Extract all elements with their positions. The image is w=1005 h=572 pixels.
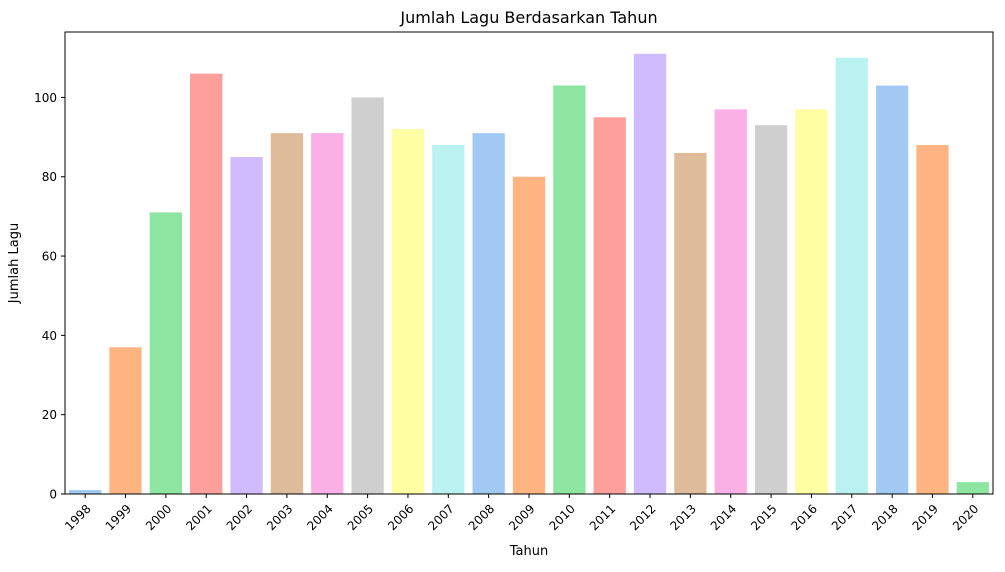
bar-2007 [432, 145, 465, 494]
x-tick-label: 2000 [143, 502, 174, 533]
bar-2017 [835, 57, 868, 494]
bar-2014 [714, 109, 747, 494]
x-tick-label: 2009 [506, 502, 537, 533]
y-tick-label: 40 [42, 329, 57, 343]
bar-1998 [69, 490, 102, 494]
bar-2011 [593, 117, 626, 494]
chart-title: Jumlah Lagu Berdasarkan Tahun [399, 8, 657, 27]
y-tick-label: 80 [42, 170, 57, 184]
bar-2005 [351, 97, 384, 495]
bar-2019 [916, 145, 949, 494]
bar-2000 [149, 212, 183, 494]
x-tick-label: 2016 [789, 502, 820, 533]
x-tick-label: 2003 [264, 502, 295, 533]
x-tick-label: 2012 [627, 502, 658, 533]
y-tick-label: 60 [42, 250, 57, 264]
x-tick-label: 2010 [546, 502, 577, 533]
x-tick-label: 2001 [183, 502, 214, 533]
bar-2010 [553, 85, 586, 494]
bar-2006 [391, 129, 425, 494]
axes-frame [64, 31, 994, 495]
bar-2020 [956, 482, 989, 494]
y-axis-label: Jumlah Lagu [7, 223, 22, 304]
x-tick-label: 2004 [304, 502, 335, 533]
x-tick-label: 1998 [62, 502, 93, 533]
x-tick-label: 2005 [345, 502, 376, 533]
bar-2016 [795, 109, 828, 494]
y-tick-label: 0 [49, 488, 57, 502]
x-tick-label: 2020 [950, 502, 981, 533]
x-tick-label: 2013 [667, 502, 698, 533]
bar-2012 [633, 53, 667, 495]
y-tick-label: 20 [42, 408, 57, 422]
x-tick-label: 2018 [869, 502, 900, 533]
x-tick-label: 2015 [748, 502, 779, 533]
bar-2013 [674, 152, 707, 494]
x-tick-label: 2002 [224, 502, 255, 533]
bar-1999 [109, 347, 142, 494]
x-tick-label: 1999 [103, 502, 134, 533]
bar-2018 [875, 85, 909, 494]
bar-2009 [512, 176, 546, 494]
bar-2002 [230, 156, 263, 495]
bar-2004 [311, 133, 344, 494]
x-axis-label: Tahun [509, 544, 548, 559]
x-tick-label: 2014 [708, 502, 739, 533]
x-tick-label: 2019 [910, 502, 941, 533]
bar-2008 [472, 133, 505, 494]
x-tick-label: 2007 [425, 502, 456, 533]
bar-2015 [754, 125, 788, 494]
x-tick-label: 2008 [466, 502, 497, 533]
bar-2001 [190, 73, 223, 494]
y-axis: 0 20 40 60 80 100 [34, 91, 65, 502]
y-tick-label: 100 [34, 91, 57, 105]
x-tick-label: 2017 [829, 502, 860, 533]
x-axis: 1998 1999 2000 2001 2002 2003 2004 2005 2006 2007… [62, 494, 981, 533]
bars-layer [69, 53, 989, 495]
bar-2003 [270, 133, 304, 494]
x-tick-label: 2011 [587, 502, 618, 533]
x-tick-label: 2006 [385, 502, 416, 533]
